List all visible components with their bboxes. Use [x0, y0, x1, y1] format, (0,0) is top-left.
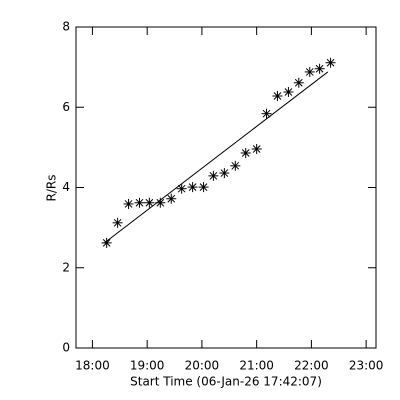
- x-axis-label: Start Time (06-Jan-26 17:42:07): [130, 375, 322, 389]
- asterisk-stroke: [305, 68, 314, 76]
- asterisk-stroke: [188, 183, 197, 191]
- asterisk-point: [166, 193, 177, 204]
- y-tick-label: 0: [62, 341, 70, 355]
- asterisk-point: [101, 237, 112, 248]
- asterisk-stroke: [124, 200, 133, 208]
- asterisk-point: [208, 170, 219, 181]
- asterisk-point: [272, 91, 283, 102]
- asterisk-point: [144, 197, 155, 208]
- y-tick-label: 2: [62, 260, 70, 274]
- asterisk-stroke: [113, 218, 122, 227]
- asterisk-stroke: [252, 145, 261, 153]
- asterisk-stroke: [273, 92, 282, 100]
- plot-frame: [75, 26, 377, 349]
- asterisk-point: [230, 160, 241, 171]
- asterisk-stroke: [156, 198, 165, 207]
- asterisk-stroke: [145, 198, 154, 207]
- asterisk-point: [325, 57, 336, 68]
- y-tick-label: 6: [62, 100, 70, 114]
- asterisk-stroke: [326, 58, 335, 67]
- asterisk-point: [176, 183, 187, 194]
- asterisk-stroke: [231, 161, 240, 170]
- asterisk-stroke: [294, 78, 303, 87]
- asterisk-stroke: [199, 183, 208, 191]
- asterisk-stroke: [177, 184, 186, 193]
- asterisk-point: [219, 168, 230, 179]
- y-axis-label: R/Rs: [45, 175, 59, 202]
- asterisk-stroke: [135, 198, 144, 207]
- asterisk-point: [123, 198, 134, 209]
- asterisk-point: [198, 182, 209, 193]
- x-tick-label: 21:00: [239, 359, 274, 373]
- asterisk-stroke: [262, 109, 271, 118]
- asterisk-stroke: [315, 64, 324, 73]
- asterisk-point: [240, 147, 251, 158]
- y-tick-label: 4: [62, 180, 70, 194]
- asterisk-stroke: [209, 172, 218, 180]
- asterisk-point: [112, 217, 123, 228]
- asterisk-point: [187, 182, 198, 193]
- asterisk-stroke: [102, 239, 111, 247]
- fit-line: [104, 71, 329, 244]
- asterisk-point: [251, 143, 262, 154]
- asterisk-stroke: [167, 194, 176, 203]
- asterisk-point: [304, 66, 315, 77]
- asterisk-point: [293, 77, 304, 88]
- asterisk-point: [261, 108, 272, 119]
- asterisk-stroke: [284, 88, 293, 96]
- asterisk-stroke: [241, 149, 250, 157]
- x-tick-label: 20:00: [185, 359, 220, 373]
- y-tick-label: 8: [62, 20, 70, 34]
- asterisk-point: [314, 63, 325, 74]
- x-tick-label: 22:00: [294, 359, 329, 373]
- asterisk-point: [283, 87, 294, 98]
- x-tick-label: 19:00: [130, 359, 165, 373]
- x-tick-label: 23:00: [349, 359, 384, 373]
- asterisk-stroke: [220, 169, 229, 177]
- x-tick-label: 18:00: [75, 359, 110, 373]
- asterisk-point: [134, 197, 145, 208]
